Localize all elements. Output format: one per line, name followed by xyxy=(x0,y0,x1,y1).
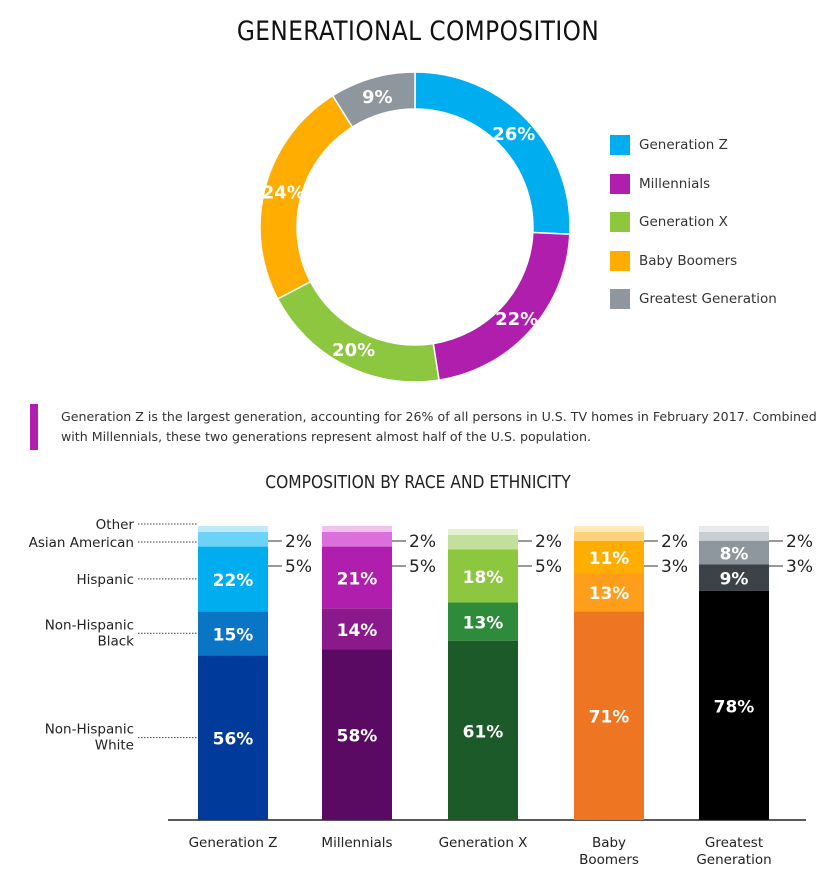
bar-segment-baby-boomers-other xyxy=(574,526,644,532)
x-tick-label-greatest-generation: Greatest Generation xyxy=(696,835,771,868)
segment-label-asian-american: Asian American xyxy=(29,535,134,551)
bar-label-generation-z-non-hispanic-white: 56% xyxy=(213,730,254,750)
bar-label-greatest-generation-hispanic: 8% xyxy=(720,544,749,564)
bar-segment-baby-boomers-hispanic xyxy=(574,540,644,574)
bar-label-millennials-hispanic: 21% xyxy=(337,569,378,589)
bar-label-millennials-non-hispanic-black: 14% xyxy=(337,621,378,641)
bar-segment-generation-z-other xyxy=(198,526,268,532)
bar-label-baby-boomers-asian-american: 3% xyxy=(661,557,688,577)
donut-label-millennials: 22% xyxy=(495,309,538,330)
legend-item-millennials: Millennials xyxy=(610,165,777,204)
x-tick-label-generation-x: Generation X xyxy=(439,835,528,851)
bar-label-millennials-non-hispanic-white: 58% xyxy=(337,727,378,747)
legend-swatch xyxy=(610,289,630,310)
bar-label-greatest-generation-non-hispanic-white: 78% xyxy=(714,697,755,717)
bar-label-millennials-asian-american: 5% xyxy=(409,557,436,577)
bar-segment-generation-x-non-hispanic-black xyxy=(448,602,518,641)
donut-legend: Generation Z Millennials Generation X Ba… xyxy=(610,126,777,319)
legend-label: Baby Boomers xyxy=(639,252,738,269)
bar-segment-greatest-generation-asian-american xyxy=(699,531,769,541)
bar-label-greatest-generation-asian-american: 3% xyxy=(786,557,813,577)
legend-label: Greatest Generation xyxy=(639,291,777,308)
bar-segment-generation-z-non-hispanic-white xyxy=(198,655,268,820)
bar-label-generation-x-hispanic: 18% xyxy=(463,568,504,588)
bar-segment-greatest-generation-hispanic xyxy=(699,540,769,565)
bar-segment-millennials-hispanic xyxy=(322,546,392,609)
donut-slice-generation-z xyxy=(414,71,571,236)
legend-swatch xyxy=(610,212,630,233)
bar-segment-generation-z-hispanic xyxy=(198,546,268,612)
legend-item-generation-x: Generation X xyxy=(610,203,777,242)
legend-label: Generation X xyxy=(639,214,728,231)
bar-segment-millennials-non-hispanic-black xyxy=(322,608,392,650)
legend-item-generation-z: Generation Z xyxy=(610,126,777,165)
bar-segment-baby-boomers-asian-american xyxy=(574,531,644,541)
bar-label-generation-x-other: 2% xyxy=(535,532,562,552)
bar-segment-baby-boomers-non-hispanic-white xyxy=(574,611,644,820)
bar-segment-generation-x-non-hispanic-white xyxy=(448,640,518,820)
segment-label-other: Other xyxy=(96,517,135,533)
donut-label-greatest-generation: 9% xyxy=(362,87,393,108)
legend-swatch xyxy=(610,135,630,156)
x-tick-label-baby-boomers: Baby Boomers xyxy=(579,835,639,868)
legend-item-greatest-generation: Greatest Generation xyxy=(610,280,777,319)
chart-title: GENERATIONAL COMPOSITION xyxy=(236,16,600,47)
bar-segment-millennials-asian-american xyxy=(322,531,392,547)
callout-accent-bar xyxy=(30,404,38,450)
segment-label-non-hispanic-black: Non-Hispanic Black xyxy=(45,617,134,649)
bar-segment-millennials-non-hispanic-white xyxy=(322,649,392,820)
donut-slice-millennials xyxy=(432,231,571,381)
donut-slice-greatest-generation xyxy=(331,71,416,129)
segment-label-hispanic: Hispanic xyxy=(76,572,134,588)
bar-label-baby-boomers-non-hispanic-black: 13% xyxy=(589,584,630,604)
bar-segment-generation-z-non-hispanic-black xyxy=(198,611,268,656)
legend-swatch xyxy=(610,173,630,194)
bar-segment-greatest-generation-other xyxy=(699,526,769,532)
x-tick-label-millennials: Millennials xyxy=(321,835,392,851)
bar-label-generation-z-other: 2% xyxy=(285,532,312,552)
bar-label-generation-z-asian-american: 5% xyxy=(285,557,312,577)
bar-segment-generation-x-asian-american xyxy=(448,534,518,550)
bar-label-baby-boomers-other: 2% xyxy=(661,532,688,552)
bar-segment-generation-z-asian-american xyxy=(198,531,268,547)
donut-chart: 26% 22% 20% 24% 9% xyxy=(259,71,571,383)
bar-segment-millennials-other xyxy=(322,526,392,532)
bar-label-baby-boomers-hispanic: 11% xyxy=(589,549,630,569)
bar-label-millennials-other: 2% xyxy=(409,532,436,552)
bar-label-baby-boomers-non-hispanic-white: 71% xyxy=(589,708,630,728)
donut-label-generation-z: 26% xyxy=(492,124,535,145)
bar-segment-generation-x-hispanic xyxy=(448,549,518,603)
legend-swatch xyxy=(610,250,630,271)
bar-label-greatest-generation-non-hispanic-black: 9% xyxy=(720,569,749,589)
segment-label-non-hispanic-white: Non-Hispanic White xyxy=(45,722,134,754)
bar-label-generation-x-asian-american: 5% xyxy=(535,557,562,577)
bar-label-generation-z-hispanic: 22% xyxy=(213,571,254,591)
legend-label: Millennials xyxy=(639,175,711,192)
callout-text: Generation Z is the largest generation, … xyxy=(61,409,817,444)
bar-segment-greatest-generation-non-hispanic-white xyxy=(699,590,769,820)
bar-segment-greatest-generation-non-hispanic-black xyxy=(699,564,769,591)
donut-label-baby-boomers: 24% xyxy=(262,182,305,203)
bar-label-generation-z-non-hispanic-black: 15% xyxy=(213,625,254,645)
bar-segment-baby-boomers-non-hispanic-black xyxy=(574,573,644,612)
bar-label-greatest-generation-other: 2% xyxy=(786,532,813,552)
legend-label: Generation Z xyxy=(639,137,728,154)
legend-item-baby-boomers: Baby Boomers xyxy=(610,242,777,281)
bar-chart-title: COMPOSITION BY RACE AND ETHNICITY xyxy=(265,472,571,493)
bar-label-generation-x-non-hispanic-black: 13% xyxy=(463,614,504,634)
bar-label-generation-x-non-hispanic-white: 61% xyxy=(463,722,504,742)
bar-segment-generation-x-other xyxy=(448,528,518,535)
donut-label-generation-x: 20% xyxy=(332,340,375,361)
donut-slice-generation-x xyxy=(276,280,440,383)
stacked-bar-chart: 56% 15% 22% 2% 5% Generation Z 58% 14% 21% 2% 5% Mi… xyxy=(29,517,813,868)
x-tick-label-generation-z: Generation Z xyxy=(189,835,278,851)
